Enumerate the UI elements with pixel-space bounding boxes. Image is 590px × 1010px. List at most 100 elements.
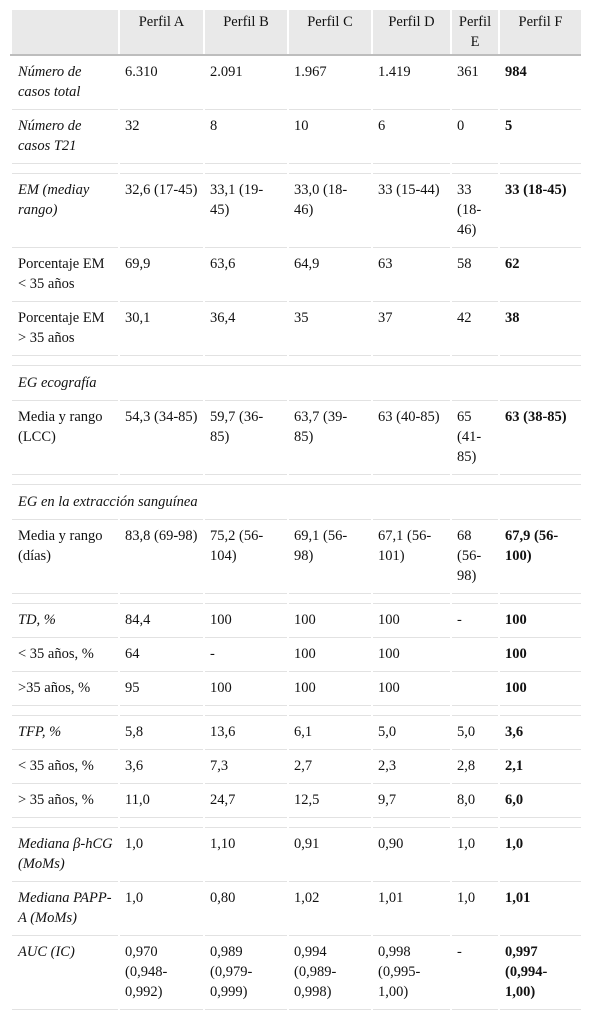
cell: 24,7 [203,783,288,818]
cell: 33 (18-46) [450,173,499,248]
data-row: Porcentaje EM > 35 años 30,1 36,4 35 37 42 38 [10,301,581,356]
cell: 95 [118,671,204,706]
cell: 69,9 [118,247,204,302]
cell: 5,0 [450,715,499,750]
cell: - [450,603,499,638]
spacer-cell [10,817,581,828]
cell: 12,5 [287,783,372,818]
spacer-cell [10,474,581,485]
cell: 38 [498,301,581,356]
cell: 2,8 [450,749,499,784]
cell: 2.091 [203,55,288,110]
section-row: EG en la extracción sanguínea [10,484,581,520]
cell: 67,1 (56-101) [371,519,451,594]
cell: 68 (56-98) [450,519,499,594]
spacer-cell [10,705,581,716]
data-row: AUC (IC) 0,970 (0,948-0,992) 0,989 (0,979-… [10,935,581,1010]
cell: 63 [371,247,451,302]
header-cell [10,10,119,56]
header-row: Perfil A Perfil B Perfil C Perfil D Perfil E… [10,10,581,56]
spacer-row [10,163,581,174]
cell: 2,3 [371,749,451,784]
spacer-cell [10,355,581,366]
row-label: Número de casos T21 [10,109,119,164]
data-row: Porcentaje EM < 35 años 69,9 63,6 64,9 63 58 6… [10,247,581,302]
cell: 361 [450,55,499,110]
page: Perfil A Perfil B Perfil C Perfil D Perfil E… [0,10,590,1010]
cell: 1,0 [118,881,204,936]
cell: 8 [203,109,288,164]
header-cell: Perfil F [498,10,581,56]
empty-cell [450,637,499,672]
row-label: < 35 años, % [10,637,119,672]
cell: 1,0 [450,827,499,882]
row-label: > 35 años, % [10,783,119,818]
empty-cell [450,671,499,706]
cell: 6,0 [498,783,581,818]
cell: 37 [371,301,451,356]
cell: 1,02 [287,881,372,936]
row-label: Mediana PAPP-A (MoMs) [10,881,119,936]
cell: 63 (38-85) [498,400,581,475]
cell: 32,6 (17-45) [118,173,204,248]
spacer-cell [10,593,581,604]
data-row: TFP, % 5,8 13,6 6,1 5,0 5,0 3,6 [10,715,581,750]
cell: 100 [498,671,581,706]
cell: 100 [498,603,581,638]
cell: 1.967 [287,55,372,110]
row-label: Número de casos total [10,55,119,110]
data-table: Perfil A Perfil B Perfil C Perfil D Perfil E… [10,10,581,1010]
cell: 33 (18-45) [498,173,581,248]
header-cell: Perfil E [450,10,499,56]
cell: 100 [287,637,372,672]
spacer-row [10,593,581,604]
cell: 84,4 [118,603,204,638]
cell: 5,0 [371,715,451,750]
cell: 0,997 (0,994-1,00) [498,935,581,1010]
cell: 1.419 [371,55,451,110]
cell: 100 [203,671,288,706]
cell: 11,0 [118,783,204,818]
header-cell: Perfil B [203,10,288,56]
cell: 42 [450,301,499,356]
cell: 5 [498,109,581,164]
cell: 35 [287,301,372,356]
row-label: Porcentaje EM < 35 años [10,247,119,302]
row-label: Media y rango (días) [10,519,119,594]
cell: 100 [203,603,288,638]
section-label: EG en la extracción sanguínea [10,484,581,520]
cell: 3,6 [498,715,581,750]
cell: 2,7 [287,749,372,784]
cell: 58 [450,247,499,302]
cell: 1,0 [118,827,204,882]
cell: 6,1 [287,715,372,750]
cell: 63 (40-85) [371,400,451,475]
spacer-row [10,705,581,716]
cell: 0,91 [287,827,372,882]
cell: 100 [287,671,372,706]
spacer-cell [10,163,581,174]
cell: 0,994 (0,989-0,998) [287,935,372,1010]
row-label: EM (mediay rango) [10,173,119,248]
cell: 0,80 [203,881,288,936]
cell: 100 [371,603,451,638]
cell: 83,8 (69-98) [118,519,204,594]
table-body: Número de casos total 6.310 2.091 1.967 1.41… [10,55,581,1010]
cell: 67,9 (56-100) [498,519,581,594]
row-label: AUC (IC) [10,935,119,1010]
data-row: > 35 años, % 11,0 24,7 12,5 9,7 8,0 6,0 [10,783,581,818]
cell: 62 [498,247,581,302]
data-row: Mediana PAPP-A (MoMs) 1,0 0,80 1,02 1,01 1,0 1… [10,881,581,936]
cell: 100 [287,603,372,638]
cell: 30,1 [118,301,204,356]
cell: 63,7 (39-85) [287,400,372,475]
cell: 64 [118,637,204,672]
cell: 36,4 [203,301,288,356]
cell: 7,3 [203,749,288,784]
cell: 1,0 [498,827,581,882]
cell: 100 [498,637,581,672]
cell: 0,998 (0,995-1,00) [371,935,451,1010]
cell: 75,2 (56-104) [203,519,288,594]
cell: 100 [371,637,451,672]
cell: 6.310 [118,55,204,110]
